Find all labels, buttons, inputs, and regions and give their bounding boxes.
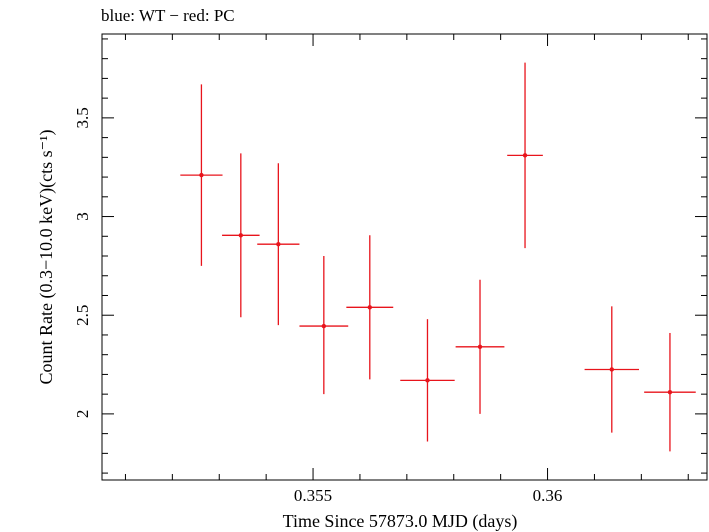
x-axis-label: Time Since 57873.0 MJD (days): [283, 511, 518, 532]
x-tick-label: 0.36: [533, 486, 563, 505]
chart-title: blue: WT − red: PC: [101, 6, 235, 25]
data-point: [180, 84, 223, 266]
data-point-marker: [321, 323, 327, 329]
data-point: [644, 332, 696, 452]
data-point-marker: [425, 378, 430, 383]
data-point: [222, 153, 260, 318]
data-point-marker: [522, 153, 528, 158]
data-point: [584, 306, 639, 433]
y-tick-label: 3: [73, 212, 92, 221]
data-point-marker: [667, 389, 673, 395]
plot-frame: [101, 33, 708, 481]
data-point-marker: [477, 344, 483, 349]
y-axis-label: Count Rate (0.3−10.0 keV)(cts s⁻¹): [36, 129, 57, 384]
data-point-marker: [367, 305, 372, 310]
data-point-marker: [238, 233, 244, 238]
y-tick-label: 2: [73, 410, 92, 419]
x-axis-ticks: 0.355 0.36: [124, 34, 689, 505]
data-point-marker: [609, 367, 614, 372]
data-point: [455, 279, 505, 414]
x-tick-label: 0.355: [294, 486, 332, 505]
data-point: [400, 319, 455, 442]
data-point: [346, 235, 394, 380]
data-point: [257, 163, 300, 326]
y-tick-label: 3.5: [73, 107, 92, 128]
data-point-marker: [276, 241, 281, 247]
data-point: [507, 62, 543, 249]
y-tick-label: 2.5: [73, 305, 92, 326]
y-axis-ticks: 2 2.5 3 3.5: [73, 38, 707, 474]
data-point: [299, 256, 349, 395]
data-points: [180, 62, 696, 452]
data-point-marker: [199, 172, 204, 178]
